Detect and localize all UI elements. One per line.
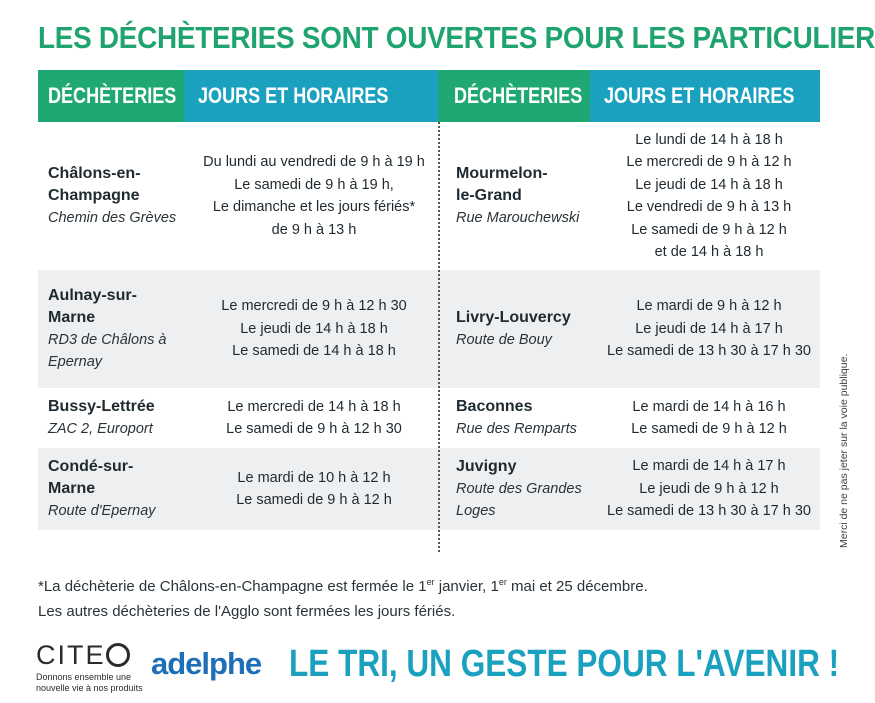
hours-line: Le mercredi de 9 h à 12 h (626, 154, 792, 170)
page-title: LES DÉCHÈTERIES SONT OUVERTES POUR LES P… (38, 20, 875, 55)
citeo-logo: CITE Donnons ensemble une nouvelle vie à… (36, 640, 156, 694)
dechetterie-address: Loges (456, 503, 496, 519)
hours-line: Le jeudi de 14 h à 18 h (240, 320, 388, 337)
table-header: DÉCHÈTERIES JOURS ET HORAIRES DÉCHÈTERIE… (38, 70, 820, 122)
hours-line: Du lundi au vendredi de 9 h à 19 h (203, 154, 425, 170)
hours-cell: Le mardi de 10 h à 12 h Le samedi de 9 h … (188, 448, 440, 530)
dechetterie-cell: Livry-Louvercy Route de Bouy (456, 270, 596, 388)
hours-line: Le jeudi de 14 h à 17 h (635, 320, 783, 337)
hours-line: Le mercredi de 9 h à 12 h 30 (221, 298, 407, 315)
adelphe-logo: adelphe (151, 646, 262, 681)
dechetterie-name: Marne (48, 480, 96, 497)
hours-cell: Le mercredi de 14 h à 18 h Le samedi de 9… (188, 388, 440, 448)
hours-cell: Le mardi de 14 h à 17 h Le jeudi de 9 h à… (598, 448, 820, 530)
table-row: Châlons-en- Champagne Chemin des Grèves Du … (38, 122, 820, 270)
hours-line: Le samedi de 9 h à 19 h, (234, 176, 394, 193)
citeo-o-mark-icon (105, 643, 130, 667)
dechetterie-address: Epernay (48, 354, 103, 370)
hours-line: Le lundi de 14 h à 18 h (635, 131, 783, 148)
hours-line: Le mercredi de 14 h à 18 h (227, 398, 401, 415)
dechetterie-address: Chemin des Grèves (48, 210, 177, 226)
dechetterie-address: Route de Bouy (456, 332, 552, 348)
dechetterie-name: Aulnay-sur- (48, 287, 137, 304)
hours-line: Le samedi de 9 h à 12 h 30 (226, 421, 402, 437)
dechetterie-address: ZAC 2, Europort (48, 421, 153, 437)
dechetterie-address: Route d'Epernay (48, 503, 156, 519)
dechetterie-cell: Juvigny Route des Grandes Loges (456, 448, 596, 530)
footnote-line-1: *La déchèterie de Châlons-en-Champagne e… (38, 577, 648, 595)
dechetterie-name: le-Grand (456, 187, 522, 204)
hours-line: Le samedi de 14 h à 18 h (232, 343, 396, 360)
side-note: Merci de ne pas jeter sur la voie publiq… (838, 353, 850, 548)
dechetterie-name: Baconnes (456, 398, 533, 415)
hours-cell: Le lundi de 14 h à 18 h Le mercredi de 9 … (598, 122, 820, 270)
header-decheteries-left: DÉCHÈTERIES (38, 70, 184, 122)
hours-line: et de 14 h à 18 h (654, 244, 764, 260)
hours-cell: Le mercredi de 9 h à 12 h 30 Le jeudi de … (188, 270, 440, 388)
slogan: LE TRI, UN GESTE POUR L'AVENIR ! (289, 643, 840, 685)
dechetterie-name: Mourmelon- (456, 165, 548, 182)
header-horaires-right: JOURS ET HORAIRES (590, 70, 820, 122)
footnote: *La déchèterie de Châlons-en-Champagne e… (38, 570, 648, 624)
dechetterie-name: Châlons-en- (48, 165, 141, 182)
hours-line: Le mardi de 14 h à 17 h (632, 458, 786, 475)
header-decheteries-right: DÉCHÈTERIES (438, 70, 590, 122)
dechetterie-cell: Baconnes Rue des Remparts (456, 388, 596, 448)
hours-cell: Du lundi au vendredi de 9 h à 19 h Le sam… (188, 122, 440, 270)
dechetterie-address: RD3 de Châlons à (48, 332, 167, 348)
table-row: Aulnay-sur- Marne RD3 de Châlons à Epernay L… (38, 270, 820, 388)
hours-line: Le dimanche et les jours fériés* (212, 199, 416, 215)
hours-line: Le vendredi de 9 h à 13 h (626, 199, 792, 215)
hours-cell: Le mardi de 9 h à 12 h Le jeudi de 14 h à… (598, 270, 820, 388)
table-row: Bussy-Lettrée ZAC 2, Europort Le mercredi … (38, 388, 820, 448)
hours-line: Le mardi de 10 h à 12 h (237, 469, 391, 486)
dechetterie-address: Rue Marouchewski (456, 210, 580, 226)
hours-line: Le samedi de 13 h 30 à 17 h 30 (607, 503, 811, 520)
dechetterie-name: Livry-Louvercy (456, 309, 571, 326)
hours-line: Le samedi de 9 h à 12 h (236, 492, 392, 508)
dechetterie-cell: Mourmelon-le-Grand Rue Marouchewski (456, 122, 596, 270)
column-divider (438, 122, 440, 552)
table-row: Condé-sur- Marne Route d'Epernay Le mardi d… (38, 448, 820, 530)
citeo-tagline: Donnons ensemble une nouvelle vie à nos … (36, 672, 143, 693)
hours-line: Le mardi de 14 h à 16 h (632, 398, 786, 415)
dechetterie-name: Condé-sur- (48, 458, 134, 475)
dechetterie-cell: Bussy-Lettrée ZAC 2, Europort (48, 388, 188, 448)
dechetterie-name: Champagne (48, 187, 140, 204)
hours-line: Le jeudi de 14 h à 18 h (635, 176, 783, 193)
hours-line: Le samedi de 13 h 30 à 17 h 30 (607, 343, 811, 360)
hours-line: de 9 h à 13 h (271, 221, 357, 238)
dechetterie-cell: Condé-sur- Marne Route d'Epernay (48, 448, 188, 530)
hours-line: Le mardi de 9 h à 12 h (636, 298, 782, 315)
hours-line: Le samedi de 9 h à 12 h (631, 221, 787, 238)
footnote-line-2: Les autres déchèteries de l'Agglo sont f… (38, 603, 456, 620)
dechetterie-address: Route des Grandes (456, 481, 582, 497)
dechetterie-name: Juvigny (456, 458, 517, 475)
hours-line: Le samedi de 9 h à 12 h (631, 421, 787, 437)
dechetterie-name: Marne (48, 309, 96, 326)
dechetterie-name: Bussy-Lettrée (48, 398, 155, 415)
hours-line: Le jeudi de 9 h à 12 h (639, 480, 779, 497)
header-horaires-left: JOURS ET HORAIRES (184, 70, 438, 122)
dechetterie-cell: Châlons-en- Champagne Chemin des Grèves (48, 122, 188, 270)
dechetterie-address: Rue des Remparts (456, 421, 577, 437)
hours-cell: Le mardi de 14 h à 16 h Le samedi de 9 h … (598, 388, 820, 448)
dechetterie-cell: Aulnay-sur- Marne RD3 de Châlons à Epernay (48, 270, 188, 388)
